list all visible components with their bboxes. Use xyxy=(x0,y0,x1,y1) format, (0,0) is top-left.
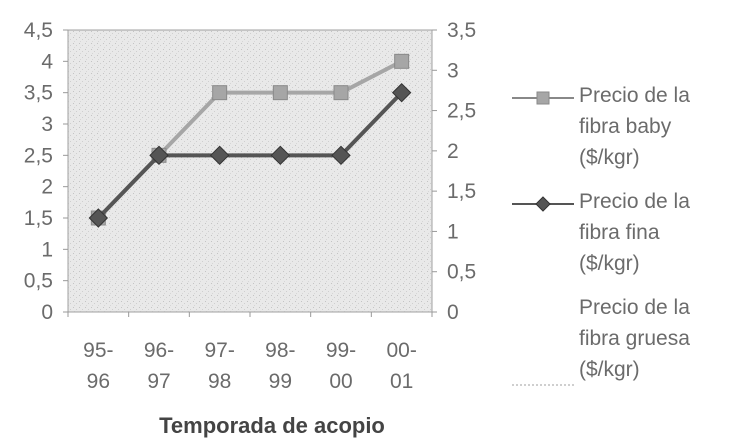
legend-line-text: fibra gruesa xyxy=(579,327,690,350)
x-axis: 95-96 96-97 97-98 98-99 99-00 00-01 xyxy=(67,312,433,393)
y-tick-label: 0 xyxy=(41,301,53,324)
legend-line-text: ($/kgr) xyxy=(579,358,640,381)
legend-line-text: ($/kgr) xyxy=(579,146,640,169)
data-point-diamond xyxy=(270,145,291,166)
y2-tick-label: 3 xyxy=(447,59,459,82)
y-tick-label: 3 xyxy=(41,113,53,136)
y2-tick-label: 0,5 xyxy=(447,261,476,284)
y-tick-label: 1 xyxy=(41,238,53,261)
y2-tick-label: 3,5 xyxy=(447,19,476,42)
left-y-axis: 0 0,5 1 1,5 2 2,5 3 3,5 4 4,5 xyxy=(24,19,68,324)
legend-line-text: fibra baby xyxy=(579,115,672,138)
y2-tick-label: 2 xyxy=(447,140,459,163)
legend-line-text: Precio de la xyxy=(579,190,690,213)
x-tick-label: 95-96 xyxy=(83,339,113,393)
data-point-diamond xyxy=(209,145,230,166)
legend-diamond-marker xyxy=(535,196,551,212)
data-point-diamond xyxy=(149,145,169,166)
legend-line-text: Precio de la xyxy=(579,296,690,319)
y2-tick-label: 2,5 xyxy=(447,100,476,123)
x-tick-label: 99-00 xyxy=(326,339,356,393)
y-tick-label: 2,5 xyxy=(24,144,53,167)
legend-line-text: ($/kgr) xyxy=(579,252,640,275)
x-tick-label: 97-98 xyxy=(204,339,234,393)
x-axis-title: Temporada de acopio xyxy=(159,413,385,438)
legend-label-baby: Precio de la fibra baby ($/kgr) xyxy=(579,80,729,173)
data-point-diamond xyxy=(331,145,351,166)
legend-line-text: fibra fina xyxy=(579,221,660,244)
legend-line-gruesa xyxy=(512,384,574,386)
data-point-diamond xyxy=(88,208,109,228)
data-point-square xyxy=(394,53,410,69)
legend-item-fina: Precio de la fibra fina ($/kgr) xyxy=(512,186,727,292)
x-tick-label: 00-01 xyxy=(386,339,416,393)
y-tick-label: 3,5 xyxy=(24,82,53,105)
y-tick-label: 0,5 xyxy=(24,270,53,293)
x-tick-label: 96-97 xyxy=(144,339,174,393)
data-point-square xyxy=(333,85,349,101)
legend-square-marker xyxy=(536,91,550,105)
y-tick-label: 4 xyxy=(41,50,53,73)
y-tick-label: 4,5 xyxy=(24,19,53,42)
legend-label-fina: Precio de la fibra fina ($/kgr) xyxy=(579,186,729,279)
right-y-axis: 0 0,5 1 1,5 2 2,5 3 3,5 xyxy=(432,19,476,324)
y2-tick-label: 1 xyxy=(447,220,459,243)
data-point-square xyxy=(212,85,228,101)
legend-label-gruesa: Precio de la fibra gruesa ($/kgr) xyxy=(579,292,729,385)
y2-tick-label: 0 xyxy=(447,301,459,324)
series-layer xyxy=(88,53,412,228)
y-tick-label: 2 xyxy=(41,176,53,199)
y-tick-label: 1,5 xyxy=(24,207,53,230)
data-point-square xyxy=(272,85,288,101)
legend-line-text: Precio de la xyxy=(579,84,690,107)
legend: Precio de la fibra baby ($/kgr) Precio d… xyxy=(512,80,727,398)
x-tick-label: 98-99 xyxy=(265,339,295,393)
legend-item-baby: Precio de la fibra baby ($/kgr) xyxy=(512,80,727,186)
y2-tick-label: 1,5 xyxy=(447,180,476,203)
series-line xyxy=(96,91,404,220)
legend-item-gruesa: Precio de la fibra gruesa ($/kgr) xyxy=(512,292,727,398)
data-point-diamond xyxy=(391,82,412,103)
